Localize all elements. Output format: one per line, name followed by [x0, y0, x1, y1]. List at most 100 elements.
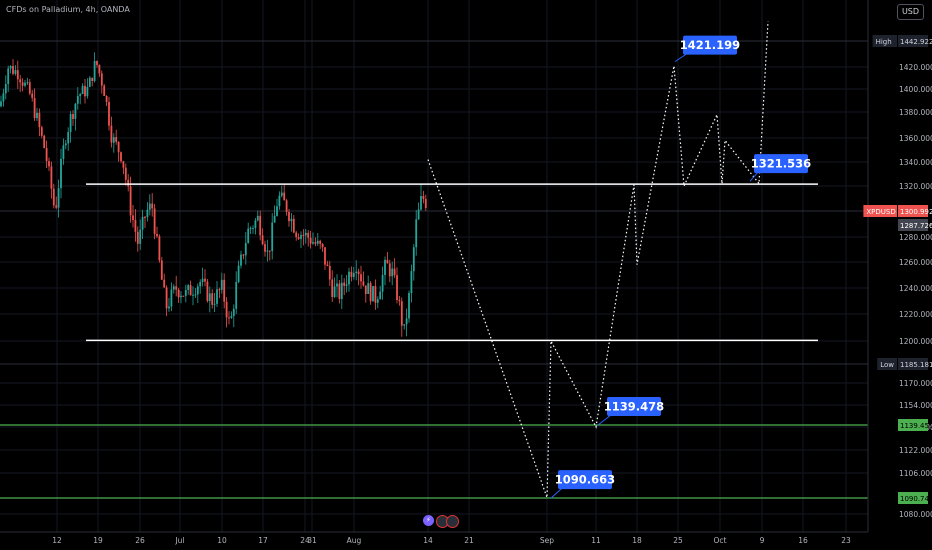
candle-body — [256, 215, 259, 221]
candle-body — [110, 125, 113, 143]
green-2-badge — [898, 492, 928, 504]
candle-body — [331, 279, 334, 297]
candle-body — [420, 196, 422, 210]
time-tick-label: 31 — [307, 536, 317, 545]
time-tick-label: 21 — [464, 536, 474, 545]
currency-button[interactable]: USD — [897, 4, 924, 20]
candle-body — [91, 77, 94, 82]
candle-body — [79, 93, 82, 97]
time-tick-label: 11 — [591, 536, 601, 545]
event-icon-flag-us[interactable] — [446, 515, 459, 528]
price-label-box — [683, 35, 737, 55]
prev-badge-text: 1287.726 — [900, 222, 932, 230]
candle-body — [4, 84, 7, 94]
candle-body — [254, 220, 257, 228]
candle-body — [235, 282, 238, 309]
candle-body — [362, 281, 365, 286]
candle-body — [60, 158, 62, 189]
time-tick-label: 26 — [135, 536, 145, 545]
price-tick-label: 1400.000 — [899, 85, 932, 94]
candle-body — [367, 283, 370, 295]
event-icon-lightning[interactable]: ⚡ — [423, 515, 434, 526]
price-label-text: 1421.199 — [680, 38, 740, 52]
price-label-text: 1090.663 — [555, 473, 615, 487]
candle-body — [225, 301, 228, 318]
candle-body — [364, 285, 367, 295]
candle-body — [31, 93, 34, 98]
candle-body — [201, 278, 204, 282]
candle-body — [72, 114, 74, 119]
low-tag — [877, 358, 897, 370]
candle-body — [175, 286, 178, 290]
candle-body — [338, 283, 341, 299]
candle-body — [196, 286, 199, 295]
candle-body — [52, 188, 55, 206]
candle-body — [302, 234, 305, 236]
candle-body — [208, 293, 211, 302]
price-tick-label: 1380.000 — [899, 108, 932, 117]
candle-body — [403, 324, 406, 326]
price-tick-label: 1320.000 — [899, 182, 932, 191]
candle-body — [115, 137, 118, 142]
candle-body — [108, 101, 110, 126]
time-tick-label: Oct — [714, 536, 727, 545]
candle-body — [163, 279, 166, 288]
candle-body — [369, 283, 372, 302]
time-tick-label: 12 — [52, 536, 62, 545]
candle-body — [295, 232, 298, 238]
candle-body — [393, 268, 396, 276]
price-axis[interactable]: 1420.000 1400.000 1380.000 1360.000 1340.000… — [863, 0, 932, 550]
candle-body — [376, 299, 379, 303]
low-badge — [898, 358, 928, 370]
candle-body — [400, 301, 403, 326]
time-tick-label: Sep — [540, 536, 554, 545]
candle-body — [129, 186, 132, 216]
prev-badge — [898, 219, 928, 231]
candle-body — [7, 68, 10, 85]
candle-body — [50, 166, 53, 189]
candle-body — [360, 274, 362, 282]
candle-body — [292, 218, 295, 233]
candle-body — [139, 229, 142, 244]
candle-body — [343, 282, 346, 286]
candle-body — [424, 198, 427, 208]
candle-body — [220, 279, 223, 290]
candle-body — [261, 235, 264, 245]
candle-body — [314, 242, 317, 244]
candle-body — [379, 291, 382, 300]
time-tick-label: Jul — [174, 536, 184, 545]
candle-body — [170, 289, 173, 307]
candle-body — [33, 97, 36, 119]
candle-body — [156, 233, 158, 237]
price-tag-text: XPDUSD — [866, 208, 895, 216]
candle-body — [417, 209, 420, 220]
candle-body — [213, 303, 216, 305]
candle-body — [74, 103, 77, 119]
candle-body — [148, 203, 151, 210]
candlestick-series — [0, 52, 427, 337]
time-tick-label: 14 — [423, 536, 433, 545]
candle-body — [252, 227, 254, 229]
candle-body — [381, 274, 384, 292]
candle-body — [120, 152, 122, 162]
price-label-box — [754, 154, 808, 174]
candle-body — [0, 101, 2, 107]
candle-body — [266, 250, 269, 252]
price-tick-label: 1170.000 — [899, 379, 932, 388]
candle-body — [228, 317, 230, 319]
candle-body — [16, 70, 19, 80]
candle-body — [264, 244, 266, 252]
candle-body — [326, 264, 329, 266]
chart-title: CFDs on Palladium, 4h, OANDA — [6, 5, 130, 14]
price-tick-label: 1200.000 — [899, 337, 932, 346]
candle-body — [324, 247, 326, 265]
candle-body — [122, 161, 125, 168]
candle-body — [278, 195, 281, 207]
candle-body — [206, 281, 209, 302]
candle-body — [398, 299, 401, 302]
price-tick-label: 1360.000 — [899, 134, 932, 143]
candle-body — [280, 192, 283, 196]
candle-body — [105, 95, 108, 102]
